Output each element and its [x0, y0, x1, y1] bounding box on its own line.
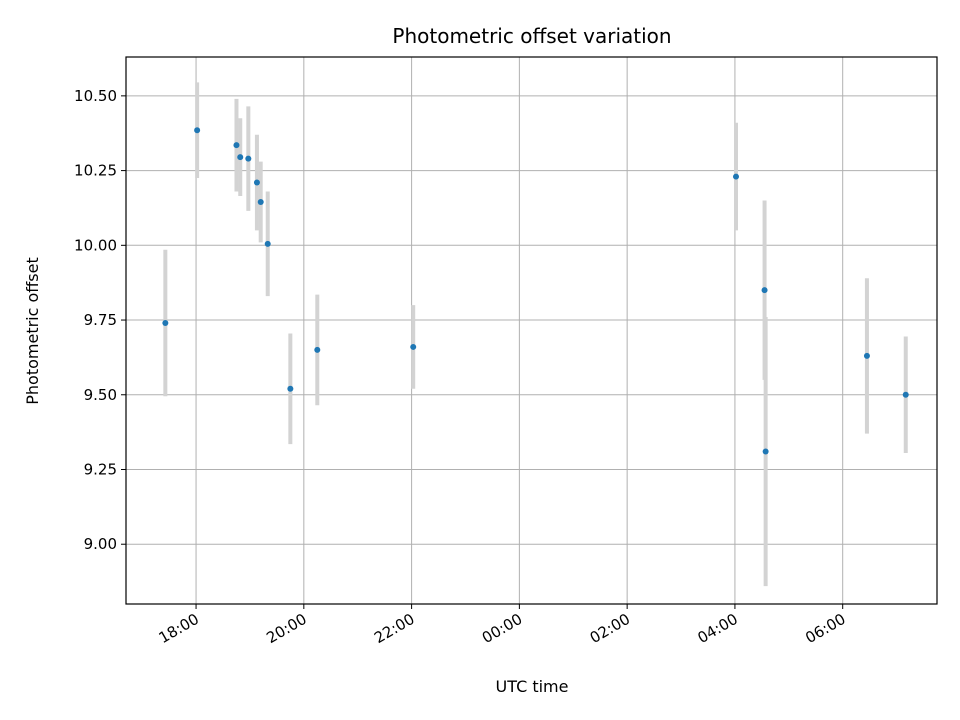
- y-axis-ticks: 9.00 9.25 9.50 9.75 10.00 10.25 10.50: [74, 87, 126, 553]
- y-tick-label: 9.25: [84, 460, 117, 478]
- x-axis-label: UTC time: [496, 677, 569, 696]
- data-point: [863, 352, 870, 359]
- y-tick-label: 10.50: [74, 87, 117, 105]
- data-points: [162, 127, 909, 455]
- plot-frame: [125, 56, 938, 605]
- data-point: [233, 142, 240, 149]
- y-tick-label: 9.75: [84, 311, 117, 329]
- data-point: [245, 155, 252, 162]
- data-point: [314, 346, 321, 353]
- data-point: [194, 127, 201, 134]
- y-tick-label: 10.25: [74, 162, 117, 180]
- data-point: [733, 173, 740, 180]
- y-axis-label: Photometric offset: [23, 257, 42, 405]
- data-point: [264, 240, 271, 247]
- data-point: [253, 179, 260, 186]
- data-point: [237, 154, 244, 161]
- y-tick-label: 10.00: [74, 236, 117, 254]
- data-point: [762, 448, 769, 455]
- chart-title: Photometric offset variation: [392, 24, 671, 48]
- data-point: [410, 343, 417, 350]
- data-point: [287, 385, 294, 392]
- data-point: [761, 287, 768, 294]
- data-point: [257, 198, 264, 205]
- data-point: [162, 320, 169, 327]
- y-tick-label: 9.00: [84, 535, 117, 553]
- data-point: [902, 391, 909, 398]
- y-tick-label: 9.50: [84, 386, 117, 404]
